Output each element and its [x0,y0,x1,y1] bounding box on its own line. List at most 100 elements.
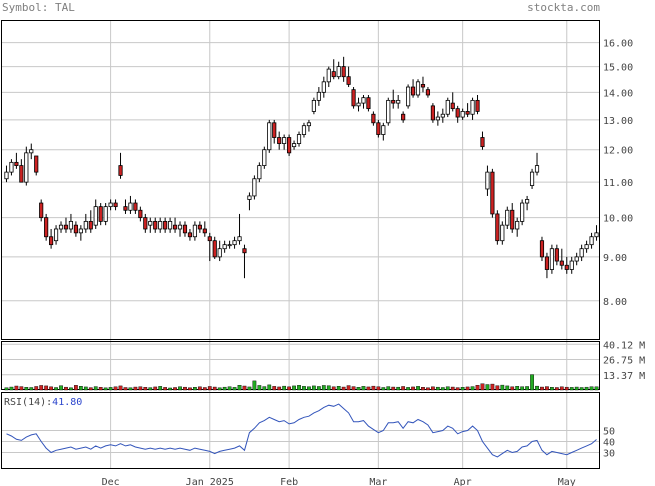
volume-bar [193,387,197,391]
volume-bar [331,386,336,391]
volume-bar [445,386,450,391]
candle-down [376,122,381,135]
candle-up [58,224,64,230]
volume-bar [346,385,351,391]
volume-bar [510,386,515,391]
volume-bar [93,386,98,391]
candle-up [594,232,599,238]
candle-up [296,134,302,144]
volume-bar [19,386,24,391]
candle-down [287,137,292,154]
candle-up [103,206,108,222]
candle-up [584,244,589,250]
volume-bar [326,385,331,391]
volume-bar [366,386,371,391]
volume-bar [262,386,267,391]
volume-bar [78,386,83,391]
candle-down [63,224,69,230]
candle-down [510,209,515,230]
candle-down [539,240,545,258]
candle-down [371,113,376,124]
volume-bar [584,386,589,391]
volume-bar [34,386,39,391]
candle-down [475,99,480,112]
price-tick-label: 12.00 [603,146,633,157]
volume-bars [4,374,599,391]
candle-down [366,97,371,110]
candle-up [326,68,331,83]
volume-bar [44,385,49,391]
volume-bar [118,385,123,391]
volume-bar [480,383,485,391]
volume-bar [564,386,569,391]
volume-bar [14,385,19,391]
candle-up [445,99,450,115]
candle-down [272,122,277,138]
candle-down [44,217,49,238]
volume-bar [520,386,525,391]
volume-bar [490,383,495,391]
candle-down [172,224,178,230]
volume-bar [401,386,406,391]
volume-bar [242,385,247,391]
candle-up [9,161,14,173]
candle-up [291,143,297,148]
volume-bar [188,387,192,391]
volume-bar [69,387,73,391]
volume-bar [113,386,118,391]
candle-up [415,81,421,96]
price-tick-label: 11.00 [603,178,633,189]
volume-bar [312,385,316,391]
candle-up [381,125,386,135]
volume-bar [559,386,564,391]
volume-bar [183,386,187,391]
volume-bar [574,386,579,391]
candle-down [197,224,202,230]
volume-tick-label: 40.12 M [603,340,645,351]
candle-down [242,248,247,254]
volume-bar [475,385,480,391]
volume-bar [4,387,9,391]
candle-down [73,224,78,234]
brand-watermark: stockta.com [527,1,600,14]
candle-up [247,195,252,200]
candle-up [24,152,29,183]
volume-bar [371,385,376,391]
candle-up [534,165,540,173]
volume-bar [227,386,232,391]
volume-bar [24,387,29,391]
volume-bar [123,387,128,391]
candle-up [574,256,579,262]
volume-bar [287,386,291,391]
volume-bar [421,387,425,391]
candle-down [455,108,460,118]
rsi-panel-frame [1,392,600,469]
candle-up [78,228,83,234]
candle-down [420,84,426,88]
candle-up [529,171,535,186]
volume-bar [351,386,356,391]
candle-down [391,99,396,104]
candle-down [163,220,168,230]
volume-bar [579,387,584,391]
candle-down [39,202,44,219]
candle-up [485,171,490,190]
candle-up [29,149,34,154]
candle-down [98,206,103,222]
volume-bar [495,385,500,391]
volume-bar [361,386,366,391]
volume-bar [197,386,202,391]
price-tick-label: 14.00 [603,88,633,99]
volume-bar [158,386,163,391]
volume-bar [207,386,212,391]
volume-bar [356,387,361,391]
volume-bar [128,387,133,391]
candle-down [450,102,455,110]
candle-up [321,81,326,93]
candle-up [579,248,584,258]
price-panel-frame [1,20,600,340]
price-candles [4,56,599,279]
volume-bar [416,386,420,391]
candle-down [202,228,207,234]
